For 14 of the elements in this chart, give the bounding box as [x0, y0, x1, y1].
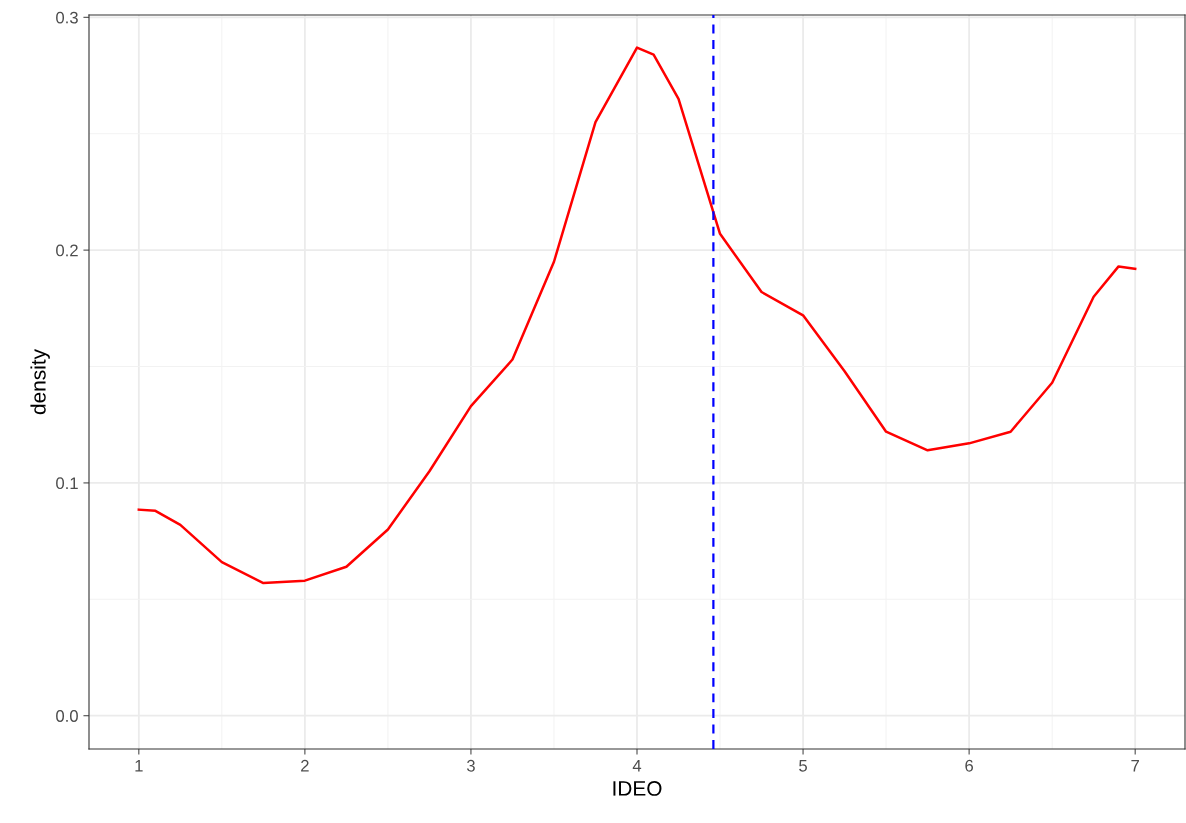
y-tick-label: 0.2	[56, 244, 78, 257]
x-tick-label: 1	[135, 760, 143, 772]
x-axis-title: IDEO	[613, 781, 662, 796]
y-tick-label: 0.3	[56, 11, 78, 24]
line-series	[137, 46, 1137, 585]
y-tick-label: 0.0	[56, 710, 78, 722]
x-tick-label: 7	[1131, 760, 1139, 772]
x-tick-label: 2	[301, 759, 309, 772]
y-tick-label: 0.1	[56, 477, 78, 490]
x-tick-label: 3	[466, 759, 475, 772]
x-tick-label: 6	[965, 759, 974, 772]
x-tick-label: 5	[799, 760, 807, 772]
y-axis-title: density	[30, 349, 50, 415]
x-tick-label: 4	[632, 760, 642, 772]
